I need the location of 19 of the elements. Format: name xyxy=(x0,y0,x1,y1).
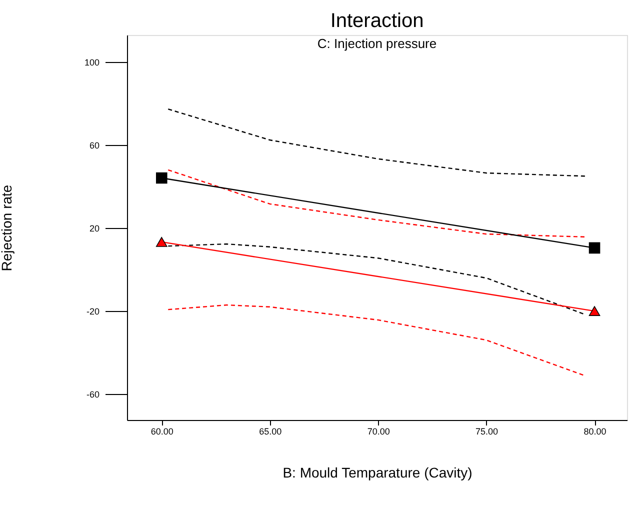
chart-subtitle: C: Injection pressure xyxy=(317,36,437,51)
line-series xyxy=(168,108,586,177)
y-tick-label: 60 xyxy=(89,140,100,150)
x-tick-label: 60.00 xyxy=(150,426,174,436)
chart-title: Interaction xyxy=(330,10,424,32)
y-tick-label: 100 xyxy=(84,57,100,68)
y-tick-label: 20 xyxy=(89,224,100,234)
x-tick-label: 75.00 xyxy=(476,426,498,436)
point xyxy=(156,172,168,184)
line-series xyxy=(168,304,586,377)
y-tick-label: -20 xyxy=(86,306,100,317)
x-tick-label: 70.00 xyxy=(367,426,390,436)
y-axis-title: Rejection rate xyxy=(0,184,14,272)
x-axis-title: B: Mould Temparature (Cavity) xyxy=(282,464,472,480)
x-tick-label: 65.00 xyxy=(259,426,282,436)
y-tick-label: -60 xyxy=(86,390,100,400)
x-tick-label: 80.00 xyxy=(584,426,606,436)
line-series xyxy=(168,169,586,238)
point xyxy=(588,242,600,254)
